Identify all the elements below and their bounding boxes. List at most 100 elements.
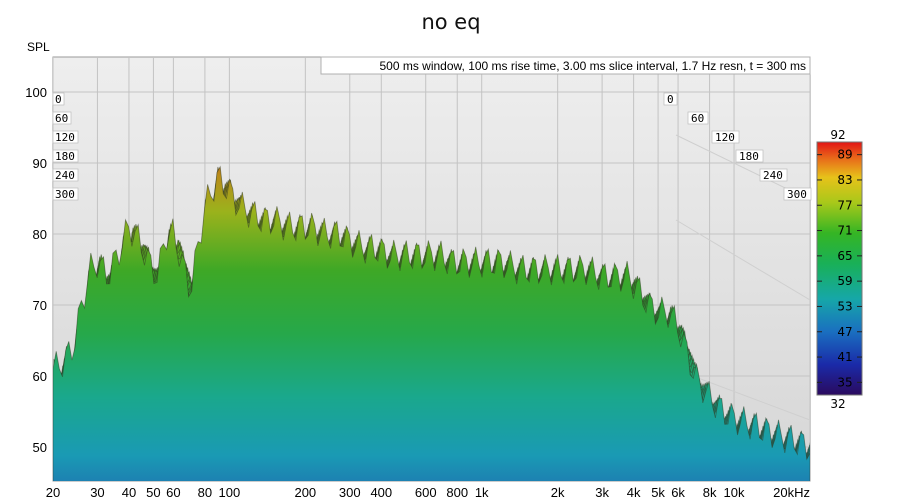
time-label-right-0: 0	[663, 92, 678, 106]
time-label-text: 180	[739, 150, 759, 163]
time-label-box	[52, 187, 79, 201]
time-label-box	[759, 168, 788, 182]
x-tick-80: 80	[198, 485, 212, 500]
x-tick-20kHz: 20kHz	[773, 485, 810, 500]
x-tick-800: 800	[446, 485, 468, 500]
x-tick-50: 50	[146, 485, 160, 500]
colorbar-tick-label: 83	[837, 173, 852, 187]
colorbar-tick-47: 47	[817, 325, 862, 339]
time-label-box	[735, 149, 764, 163]
x-tick-4k: 4k	[627, 485, 641, 500]
colorbar-tick-label: 77	[837, 198, 852, 212]
time-label-left-0: 0	[52, 92, 65, 106]
y-tick-60: 60	[33, 369, 47, 384]
time-label-box	[663, 92, 678, 106]
x-tick-200: 200	[294, 485, 316, 500]
x-tick-400: 400	[370, 485, 392, 500]
colorbar-tick-35: 35	[817, 375, 862, 389]
y-axis-label: SPL	[27, 40, 50, 54]
colorbar-tick-label: 71	[837, 224, 852, 238]
depth-guide-line	[675, 219, 810, 301]
time-label-left-120: 120	[52, 130, 79, 144]
colorbar-tick-label: 47	[837, 325, 852, 339]
x-tick-1k: 1k	[475, 485, 489, 500]
colorbar-gradient	[816, 141, 863, 396]
time-label-right-180: 180	[735, 149, 764, 163]
colorbar-tick-71: 71	[817, 224, 862, 238]
colorbar-tick-label: 59	[837, 274, 852, 288]
colorbar-tick-77: 77	[817, 198, 862, 212]
x-tick-3k: 3k	[595, 485, 609, 500]
time-label-right-240: 240	[759, 168, 788, 182]
colorbar-tick-59: 59	[817, 274, 862, 288]
y-tick-80: 80	[33, 227, 47, 242]
time-label-text: 240	[763, 169, 783, 182]
time-label-right-120: 120	[711, 130, 740, 144]
x-tick-30: 30	[90, 485, 104, 500]
time-label-text: 0	[55, 93, 62, 106]
x-tick-300: 300	[339, 485, 361, 500]
colorbar-tick-label: 35	[837, 375, 852, 389]
time-label-left-300: 300	[52, 187, 79, 201]
time-label-text: 300	[55, 188, 75, 201]
x-tick-6k: 6k	[671, 485, 685, 500]
time-label-box	[52, 149, 79, 163]
y-tick-70: 70	[33, 298, 47, 313]
time-label-right-60: 60	[687, 111, 709, 125]
colorbar-tick-41: 41	[817, 350, 862, 364]
x-tick-600: 600	[415, 485, 437, 500]
x-tick-100: 100	[219, 485, 241, 500]
time-axis-labels: 0 0 60 60 120 120 180 180 240 240 300 300	[52, 92, 812, 201]
colorbar-tick-label: 53	[837, 299, 852, 313]
time-label-text: 120	[55, 131, 75, 144]
colorbar-tick-label: 65	[837, 249, 852, 263]
colorbar-max-label: 92	[830, 128, 845, 142]
time-label-box	[783, 187, 812, 201]
y-tick-100: 100	[25, 85, 47, 100]
colorbar-tick-53: 53	[817, 299, 862, 313]
colorbar-tick-65: 65	[817, 249, 862, 263]
colorbar: 92 89 83 77 71 65 59 53 47 41 35 32	[816, 128, 863, 411]
time-label-text: 300	[787, 188, 807, 201]
y-tick-50: 50	[33, 440, 47, 455]
x-tick-40: 40	[122, 485, 136, 500]
x-tick-10k: 10k	[724, 485, 745, 500]
time-label-text: 180	[55, 150, 75, 163]
chart-title: no eq	[421, 10, 480, 34]
time-label-text: 60	[691, 112, 704, 125]
y-axis-ticks: 100 90 80 70 60 50	[25, 85, 47, 455]
y-tick-90: 90	[33, 156, 47, 171]
time-label-box	[52, 130, 79, 144]
time-label-right-300: 300	[783, 187, 812, 201]
time-label-text: 60	[55, 112, 68, 125]
time-label-text: 240	[55, 169, 75, 182]
time-label-box	[52, 92, 65, 106]
time-label-box	[52, 111, 72, 125]
time-label-box	[687, 111, 709, 125]
info-box	[320, 56, 811, 75]
time-label-left-60: 60	[52, 111, 72, 125]
analysis-info: 500 ms window, 100 ms rise time, 3.00 ms…	[379, 59, 806, 73]
colorbar-tick-83: 83	[817, 173, 862, 187]
time-label-text: 120	[715, 131, 735, 144]
x-tick-5k: 5k	[651, 485, 665, 500]
x-tick-60: 60	[166, 485, 180, 500]
time-label-left-240: 240	[52, 168, 79, 182]
waterfall-slice	[53, 165, 810, 481]
x-tick-2k: 2k	[551, 485, 565, 500]
colorbar-ticks: 89 83 77 71 65 59 53 47 41 35	[817, 148, 862, 389]
depth-guide-line	[689, 374, 810, 421]
waterfall-surface	[53, 165, 810, 481]
time-label-box	[52, 168, 79, 182]
x-axis-ticks: 20 30 40 50 60 80 100 200 300 400 600 800 1k 2k 3k 4k 5k…	[46, 485, 810, 500]
time-label-left-180: 180	[52, 149, 79, 163]
time-label-box	[711, 130, 740, 144]
colorbar-tick-label: 41	[837, 350, 852, 364]
x-tick-20: 20	[46, 485, 60, 500]
x-tick-8k: 8k	[703, 485, 717, 500]
colorbar-min-label: 32	[830, 397, 845, 411]
colorbar-tick-label: 89	[837, 148, 852, 162]
time-label-text: 0	[667, 93, 674, 106]
colorbar-tick-89: 89	[817, 148, 862, 162]
